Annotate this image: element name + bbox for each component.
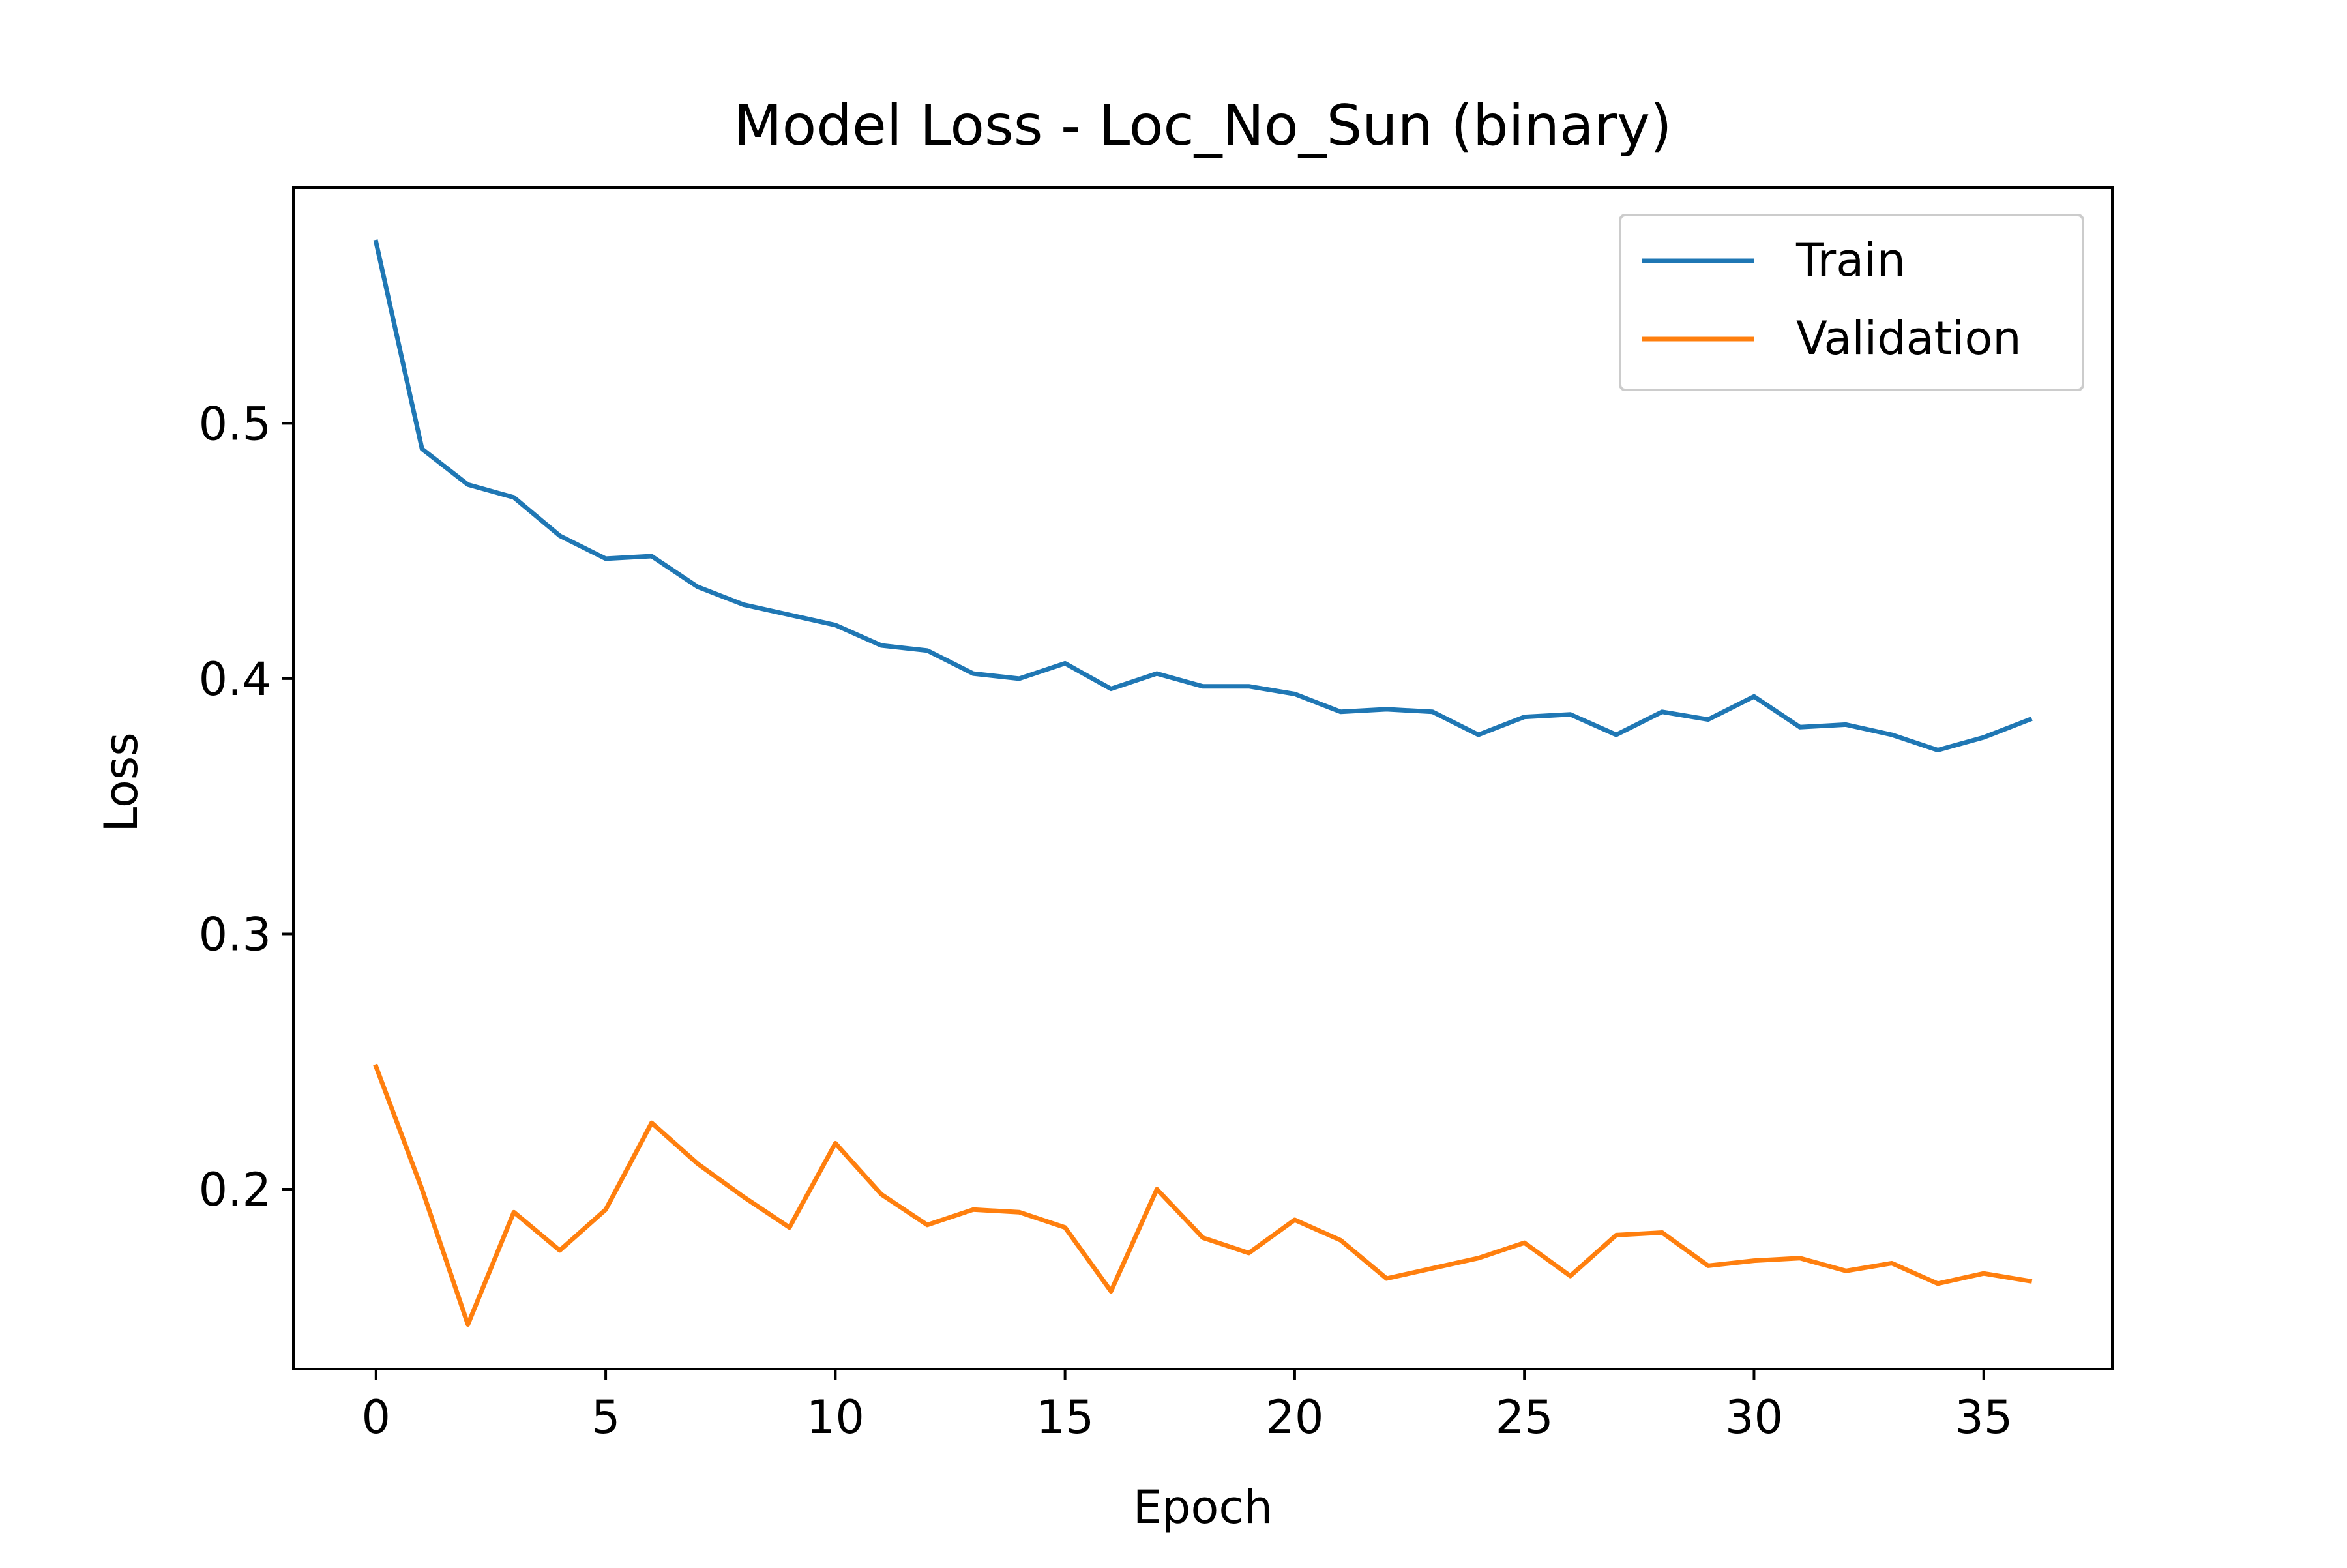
series-line-train (373, 239, 2033, 752)
legend-label-train: Train (1795, 233, 1906, 287)
x-tick-label: 30 (1725, 1391, 1783, 1444)
x-tick-label: 25 (1496, 1391, 1554, 1444)
legend: Train Validation (1619, 214, 2084, 391)
x-tick-label: 0 (362, 1391, 391, 1444)
x-axis-label: Epoch (1133, 1481, 1273, 1534)
series-line-validation (373, 1063, 2033, 1327)
y-tick-label: 0.5 (199, 397, 271, 451)
y-tick-label: 0.3 (199, 908, 271, 961)
series-layer (373, 239, 2033, 1327)
legend-label-validation: Validation (1796, 312, 2022, 365)
chart-title: Model Loss - Loc_No_Sun (binary) (733, 93, 1672, 158)
y-tick-label: 0.2 (199, 1163, 271, 1217)
y-axis-label: Loss (95, 732, 148, 833)
x-tick-label: 5 (591, 1391, 621, 1444)
x-tick-label: 20 (1265, 1391, 1323, 1444)
y-axis: 0.2 0.3 0.4 0.5 (199, 397, 293, 1217)
x-axis: 0 5 10 15 20 25 30 35 (362, 1369, 2013, 1444)
x-tick-label: 15 (1036, 1391, 1094, 1444)
x-tick-label: 10 (806, 1391, 864, 1444)
plot-frame (292, 186, 2114, 1370)
x-tick-label: 35 (1955, 1391, 2013, 1444)
y-tick-label: 0.4 (199, 653, 271, 706)
